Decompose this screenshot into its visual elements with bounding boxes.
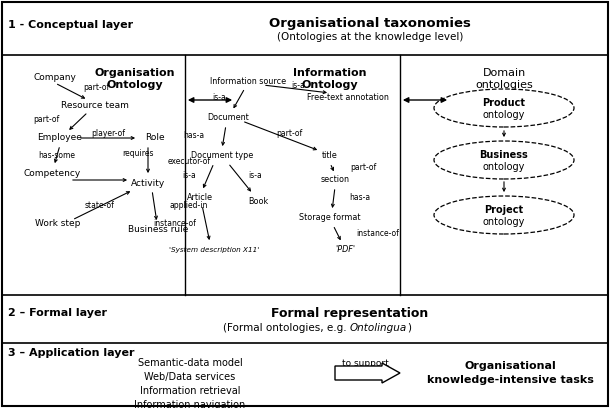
Text: has-a: has-a bbox=[183, 131, 204, 140]
Text: state-of: state-of bbox=[85, 202, 115, 211]
Text: Web/Data services: Web/Data services bbox=[145, 372, 235, 382]
FancyArrow shape bbox=[335, 363, 400, 383]
Text: instance-of: instance-of bbox=[153, 220, 196, 228]
Text: Business: Business bbox=[479, 150, 528, 160]
Text: Product: Product bbox=[483, 98, 525, 108]
Text: ontologies: ontologies bbox=[475, 80, 533, 90]
Text: part-of: part-of bbox=[276, 129, 302, 137]
Text: to support: to support bbox=[342, 359, 389, 368]
Text: part-of: part-of bbox=[83, 84, 109, 93]
Text: player-of: player-of bbox=[91, 129, 125, 137]
Text: title: title bbox=[322, 151, 338, 160]
Text: ontology: ontology bbox=[483, 162, 525, 172]
Text: Document: Document bbox=[207, 113, 249, 122]
Text: Information retrieval: Information retrieval bbox=[140, 386, 240, 396]
Text: is-a: is-a bbox=[212, 93, 226, 102]
Text: Competency: Competency bbox=[23, 169, 81, 177]
Text: Employee: Employee bbox=[38, 133, 82, 142]
Text: Book: Book bbox=[248, 197, 268, 206]
Text: Resource team: Resource team bbox=[61, 102, 129, 111]
Text: requires: requires bbox=[122, 149, 154, 157]
Text: ontology: ontology bbox=[483, 217, 525, 227]
Text: Role: Role bbox=[145, 133, 165, 142]
Text: ontology: ontology bbox=[483, 110, 525, 120]
Text: Project: Project bbox=[484, 205, 523, 215]
Text: Organisational: Organisational bbox=[464, 361, 556, 371]
Text: applied-in: applied-in bbox=[170, 202, 209, 211]
Text: Document type: Document type bbox=[191, 151, 253, 160]
Text: (Ontologies at the knowledge level): (Ontologies at the knowledge level) bbox=[277, 31, 463, 42]
Text: Free-text annotation: Free-text annotation bbox=[307, 93, 389, 102]
Text: Storage format: Storage format bbox=[300, 213, 361, 222]
Text: ): ) bbox=[407, 323, 411, 333]
Text: is-a: is-a bbox=[182, 171, 196, 180]
Text: is-a: is-a bbox=[248, 171, 262, 180]
Text: executor-of: executor-of bbox=[168, 157, 211, 166]
Text: instance-of: instance-of bbox=[356, 228, 399, 237]
Text: Domain: Domain bbox=[483, 68, 526, 78]
Text: 'System description X11': 'System description X11' bbox=[169, 247, 259, 253]
Text: 2 – Formal layer: 2 – Formal layer bbox=[8, 308, 107, 318]
Text: Activity: Activity bbox=[131, 179, 165, 188]
Text: Ontology: Ontology bbox=[302, 80, 358, 90]
Text: 3 – Application layer: 3 – Application layer bbox=[8, 348, 134, 358]
Text: Organisation: Organisation bbox=[95, 68, 175, 78]
Text: 'PDF': 'PDF' bbox=[335, 246, 355, 255]
Ellipse shape bbox=[434, 196, 574, 234]
Text: (Formal ontologies, e.g.: (Formal ontologies, e.g. bbox=[223, 323, 350, 333]
Text: Formal representation: Formal representation bbox=[271, 306, 429, 319]
Text: section: section bbox=[320, 175, 350, 184]
Text: part-of: part-of bbox=[350, 162, 376, 171]
Text: 1 - Conceptual layer: 1 - Conceptual layer bbox=[8, 20, 133, 29]
Ellipse shape bbox=[434, 141, 574, 179]
Text: Ontolingua: Ontolingua bbox=[350, 323, 407, 333]
Text: has-some: has-some bbox=[38, 151, 75, 160]
Text: knowledge-intensive tasks: knowledge-intensive tasks bbox=[426, 375, 594, 385]
Text: Organisational taxonomies: Organisational taxonomies bbox=[269, 17, 471, 30]
Text: is-a: is-a bbox=[291, 80, 305, 89]
Text: Information: Information bbox=[293, 68, 367, 78]
Text: Semantic-data model: Semantic-data model bbox=[138, 358, 242, 368]
Text: Business rule: Business rule bbox=[128, 226, 188, 235]
Text: part-of: part-of bbox=[34, 115, 60, 124]
Text: has-a: has-a bbox=[349, 193, 370, 202]
Text: Work step: Work step bbox=[35, 219, 81, 228]
Text: Company: Company bbox=[34, 73, 76, 82]
Text: Information navigation: Information navigation bbox=[134, 400, 246, 408]
Text: Information source: Information source bbox=[210, 78, 286, 86]
Ellipse shape bbox=[434, 89, 574, 127]
Text: Article: Article bbox=[187, 193, 213, 202]
Text: Ontology: Ontology bbox=[107, 80, 163, 90]
